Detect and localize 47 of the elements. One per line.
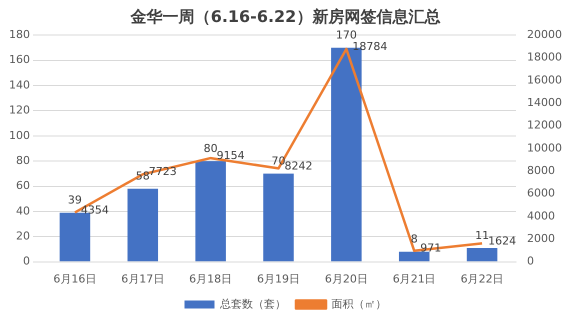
data-label: 9154 bbox=[216, 148, 245, 162]
data-label: 11 bbox=[475, 228, 490, 242]
y2-tick-label: 0 bbox=[527, 254, 534, 268]
y-tick-label: 160 bbox=[8, 53, 30, 66]
y2-tick-label: 18000 bbox=[527, 50, 562, 64]
y-tick-label: 20 bbox=[16, 229, 30, 242]
y2-tick-label: 16000 bbox=[527, 73, 562, 86]
y2-tick-label: 8000 bbox=[527, 164, 556, 178]
y-tick-label: 120 bbox=[8, 104, 30, 117]
y2-tick-label: 14000 bbox=[527, 96, 562, 110]
y2-tick-label: 6000 bbox=[527, 186, 556, 200]
chart-title: 金华一周（6.16-6.22）新房网签信息汇总 bbox=[130, 6, 440, 26]
y2-tick-label: 10000 bbox=[527, 141, 562, 154]
y-tick-label: 140 bbox=[8, 78, 30, 92]
x-tick-label: 6月16日 bbox=[53, 272, 96, 286]
x-tick-label: 6月18日 bbox=[189, 272, 232, 286]
y2-tick-label: 4000 bbox=[527, 209, 556, 222]
data-label: 80 bbox=[204, 142, 218, 155]
bar bbox=[263, 174, 294, 262]
y2-tick-label: 2000 bbox=[527, 232, 556, 245]
x-tick-label: 6月20日 bbox=[324, 272, 368, 286]
data-label: 1624 bbox=[488, 234, 516, 248]
bar bbox=[60, 212, 90, 262]
legend-label: 面积（㎡） bbox=[332, 297, 386, 310]
data-label: 170 bbox=[336, 28, 357, 42]
data-label: 18784 bbox=[352, 40, 388, 53]
bar bbox=[466, 248, 498, 262]
data-label: 39 bbox=[68, 194, 82, 207]
y-tick-label: 60 bbox=[16, 179, 30, 192]
bar bbox=[195, 161, 226, 262]
y2-tick-label: 12000 bbox=[527, 118, 562, 132]
data-label: 8242 bbox=[284, 159, 312, 172]
data-label: 8 bbox=[410, 232, 418, 246]
y-tick-label: 80 bbox=[16, 154, 30, 167]
bar bbox=[128, 188, 158, 262]
x-tick-label: 6月19日 bbox=[257, 272, 300, 286]
x-tick-label: 6月22日 bbox=[460, 272, 504, 286]
data-label: 4354 bbox=[80, 203, 109, 216]
x-tick-label: 6月21日 bbox=[392, 272, 436, 286]
y-tick-label: 0 bbox=[22, 254, 30, 268]
x-tick-label: 6月17日 bbox=[121, 272, 164, 286]
y-tick-label: 180 bbox=[8, 28, 30, 42]
y-tick-label: 100 bbox=[8, 128, 30, 142]
legend-label: 总套数（套） bbox=[219, 297, 286, 310]
bar bbox=[398, 252, 430, 262]
y2-tick-label: 20000 bbox=[527, 28, 562, 42]
y-tick-label: 40 bbox=[16, 204, 30, 218]
